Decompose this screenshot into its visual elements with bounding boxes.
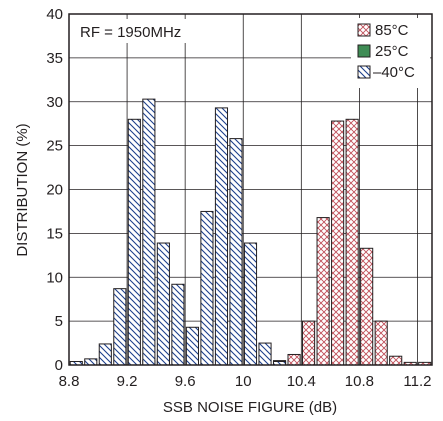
bar-85c	[390, 356, 402, 365]
y-axis-title: DISTRIBUTION (%)	[14, 123, 31, 256]
bar-minus40c	[85, 359, 97, 365]
bar-85c	[317, 218, 329, 365]
bar-minus40c	[128, 119, 140, 365]
bar-85c	[332, 121, 344, 365]
x-tick-label: 9.2	[117, 373, 138, 390]
x-tick-labels: 8.8 9.2 9.6 10 10.4 10.8 11.2	[59, 373, 432, 390]
bar-minus40c	[259, 343, 271, 365]
bar-85c	[346, 119, 358, 365]
x-tick-label: 11.2	[403, 373, 431, 390]
bar-minus40c	[114, 289, 126, 365]
legend-swatch-minus40c	[358, 66, 370, 78]
legend-label-85c: 85°C	[375, 22, 409, 39]
bar-minus40c	[186, 327, 198, 365]
y-tick-label: 0	[55, 357, 63, 374]
legend-label-minus40c: –40°C	[373, 64, 415, 81]
y-tick-label: 10	[46, 269, 63, 286]
legend-label-25c: 25°C	[375, 43, 409, 60]
bar-minus40c	[215, 108, 227, 365]
y-tick-label: 30	[46, 94, 63, 111]
y-tick-label: 20	[46, 182, 63, 199]
x-axis-title: SSB NOISE FIGURE (dB)	[163, 399, 337, 416]
rf-annotation: RF = 1950MHz	[80, 24, 181, 41]
bar-85c	[361, 248, 373, 365]
bar-minus40c	[230, 139, 242, 365]
bar-85c	[288, 354, 300, 365]
bar-minus40c	[157, 243, 169, 365]
bar-minus40c	[201, 211, 213, 365]
bar-minus40c	[99, 344, 111, 365]
bar-minus40c	[143, 99, 155, 365]
x-tick-label: 10.8	[345, 373, 374, 390]
y-tick-labels: 0 5 10 15 20 25 30 35 40	[46, 6, 63, 374]
y-tick-label: 15	[46, 225, 63, 242]
legend-swatch-25c	[358, 45, 370, 57]
x-tick-label: 9.6	[175, 373, 196, 390]
x-tick-label: 8.8	[59, 373, 80, 390]
y-tick-label: 5	[55, 313, 63, 330]
bar-85c	[303, 321, 315, 365]
y-tick-label: 25	[46, 138, 63, 155]
legend: 85°C 25°C –40°C	[351, 18, 430, 88]
y-tick-label: 35	[46, 50, 63, 67]
y-tick-label: 40	[46, 6, 63, 23]
x-tick-label: 10.4	[287, 373, 316, 390]
legend-swatch-85c	[358, 24, 370, 36]
x-tick-label: 10	[235, 373, 252, 390]
bar-minus40c	[244, 243, 256, 365]
bar-85c	[375, 321, 387, 365]
bar-minus40c	[172, 284, 184, 365]
